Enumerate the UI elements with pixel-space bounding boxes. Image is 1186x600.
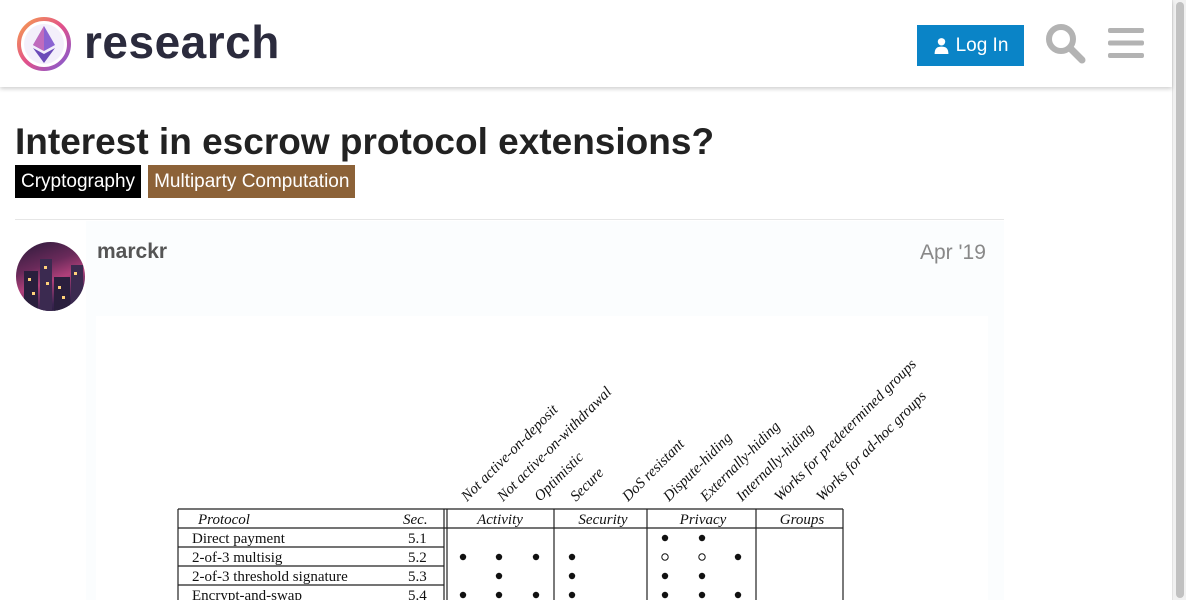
post-date[interactable]: Apr '19	[920, 241, 986, 264]
avatar[interactable]	[16, 242, 85, 311]
table-row-sec: 5.3	[408, 569, 427, 585]
table-mark-filled	[734, 553, 742, 561]
table-mark-filled	[734, 591, 742, 599]
post-username[interactable]: marckr	[97, 240, 168, 263]
table-row-protocol: 2-of-3 multisig	[192, 550, 283, 566]
user-icon	[934, 38, 948, 54]
site-header: research Log In	[0, 0, 1172, 87]
table-mark-filled	[568, 591, 576, 599]
topic-divider	[15, 219, 1004, 220]
page-scrollbar[interactable]	[1172, 0, 1186, 600]
table-mark-filled	[661, 534, 669, 542]
col-header-groups: Groups	[780, 512, 825, 528]
hamburger-menu-icon[interactable]	[1107, 25, 1145, 61]
post-image-comparison-table[interactable]: Not active-on-deposit Not active-on-withd…	[96, 316, 988, 600]
table-mark-filled	[495, 591, 503, 599]
table-mark-filled	[698, 591, 706, 599]
table-row-protocol: Direct payment	[192, 531, 286, 547]
table-mark-filled	[532, 553, 540, 561]
col-header-privacy: Privacy	[679, 512, 727, 528]
login-button[interactable]: Log In	[917, 25, 1024, 66]
topic-title[interactable]: Interest in escrow protocol extensions?	[15, 121, 715, 162]
table-row-sec: 5.1	[408, 531, 427, 547]
site-logo-text[interactable]: research	[84, 16, 280, 68]
table-mark-filled	[459, 553, 467, 561]
table-row-protocol: 2-of-3 threshold signature	[192, 569, 348, 585]
table-mark-filled	[459, 591, 467, 599]
table-mark-filled	[698, 534, 706, 542]
table-mark-filled	[568, 572, 576, 580]
tag-multiparty-computation[interactable]: Multiparty Computation	[148, 165, 356, 198]
table-mark-hollow	[698, 553, 706, 561]
col-header-protocol: Protocol	[197, 512, 250, 528]
col-header-security: Security	[578, 512, 627, 528]
table-mark-filled	[532, 591, 540, 599]
table-mark-filled	[698, 572, 706, 580]
table-mark-filled	[661, 591, 669, 599]
col-header-sec: Sec.	[403, 512, 428, 528]
table-mark-filled	[568, 553, 576, 561]
table-row-protocol: Encrypt-and-swap	[192, 588, 302, 600]
table-mark-hollow	[661, 553, 669, 561]
table-mark-filled	[495, 553, 503, 561]
topic-tags: Cryptography Multiparty Computation	[15, 165, 356, 198]
table-row-sec: 5.4	[408, 588, 427, 600]
scrollbar-thumb[interactable]	[1176, 2, 1184, 598]
search-icon[interactable]	[1044, 22, 1086, 64]
col-header-activity: Activity	[476, 512, 523, 528]
login-label: Log In	[955, 34, 1009, 56]
ethereum-research-logo-icon[interactable]	[16, 16, 72, 72]
table-mark-filled	[661, 572, 669, 580]
tag-cryptography[interactable]: Cryptography	[15, 165, 142, 198]
table-row-sec: 5.2	[408, 550, 427, 566]
table-mark-filled	[495, 572, 503, 580]
